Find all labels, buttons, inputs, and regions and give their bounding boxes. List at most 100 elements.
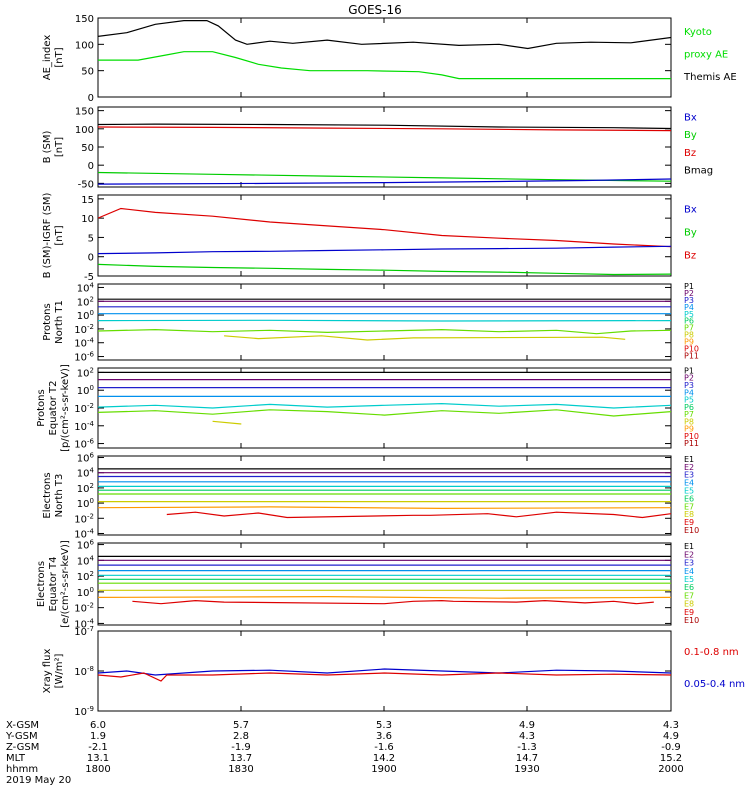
x-axis-value: 15.2 bbox=[660, 753, 682, 764]
y-axis-label: Electrons bbox=[42, 472, 53, 518]
y-tick-exponent: -2 bbox=[87, 402, 94, 410]
y-tick-exponent: -2 bbox=[87, 323, 94, 331]
x-axis-value: -1.9 bbox=[231, 742, 251, 753]
y-tick-exponent: 4 bbox=[90, 554, 95, 562]
y-tick-exponent: -2 bbox=[87, 512, 94, 520]
series-line bbox=[166, 511, 671, 519]
y-tick-label: 10-2 bbox=[74, 512, 94, 525]
y-tick-exponent: -4 bbox=[87, 337, 95, 345]
x-axis-value: 13.7 bbox=[230, 753, 252, 764]
y-tick-exponent: 6 bbox=[90, 452, 95, 460]
series-line bbox=[98, 20, 671, 50]
y-tick-exponent: 0 bbox=[90, 586, 94, 594]
y-tick-label: 50 bbox=[81, 67, 94, 78]
y-axis-label: B (SM)-IGRF (SM) bbox=[42, 193, 53, 279]
legend-entry: E3 bbox=[684, 559, 694, 568]
y-tick-label: 150 bbox=[75, 107, 94, 118]
series-line bbox=[132, 599, 654, 605]
legend-entry: E10 bbox=[684, 616, 699, 625]
series-line bbox=[212, 420, 242, 425]
x-axis-value: 1830 bbox=[228, 764, 253, 775]
x-axis-row-label: Z-GSM bbox=[6, 742, 39, 753]
legend-entry: 0.1-0.8 nm bbox=[684, 647, 739, 658]
y-tick-label: 10-6 bbox=[74, 438, 94, 451]
date-label: 2019 May 20 bbox=[6, 775, 71, 786]
x-axis-row-label: Y-GSM bbox=[5, 731, 38, 742]
series-line bbox=[98, 171, 671, 182]
y-tick-label: 10-2 bbox=[74, 323, 94, 336]
legend-entry: By bbox=[684, 130, 697, 141]
y-tick-exponent: 2 bbox=[90, 570, 94, 578]
y-tick-label: 10-6 bbox=[74, 351, 94, 364]
x-axis-row-label: MLT bbox=[6, 753, 26, 764]
y-tick-exponent: -4 bbox=[87, 527, 95, 535]
legend-entry: Bz bbox=[684, 148, 696, 159]
series-line bbox=[98, 263, 671, 276]
x-axis-value: 2000 bbox=[658, 764, 683, 775]
legend-entry: P3 bbox=[684, 296, 694, 305]
y-axis-label: Equator T2 bbox=[48, 381, 59, 436]
y-tick-label: 15 bbox=[81, 195, 94, 206]
x-axis-value: 4.3 bbox=[519, 731, 535, 742]
y-axis-label: Protons bbox=[42, 303, 53, 340]
y-tick-label: 10-9 bbox=[74, 705, 94, 718]
y-tick-exponent: 2 bbox=[90, 295, 94, 303]
x-axis-value: 1930 bbox=[514, 764, 539, 775]
y-tick-exponent: 4 bbox=[90, 281, 95, 289]
series-line bbox=[98, 319, 671, 322]
y-tick-label: 0 bbox=[88, 161, 94, 172]
legend-entry: E4 bbox=[684, 567, 694, 576]
legend-entry: E7 bbox=[684, 591, 694, 600]
panel-frame bbox=[97, 283, 672, 361]
x-axis-value: 2.8 bbox=[233, 731, 249, 742]
y-tick-label: 10-2 bbox=[74, 602, 94, 615]
y-tick-label: 10 bbox=[81, 214, 94, 225]
x-axis-value: 5.3 bbox=[376, 720, 392, 731]
x-axis-row-label: X-GSM bbox=[6, 720, 39, 731]
legend-entry: By bbox=[684, 228, 697, 239]
legend-entry: Kyoto bbox=[684, 27, 712, 38]
legend-entry: E6 bbox=[684, 494, 694, 503]
x-axis-value: 4.9 bbox=[519, 720, 535, 731]
legend-entry: Bmag bbox=[684, 166, 713, 177]
legend-entry: E4 bbox=[684, 479, 694, 488]
y-tick-label: 5 bbox=[88, 233, 94, 244]
series-line bbox=[98, 672, 671, 682]
legend-entry: P11 bbox=[684, 351, 699, 360]
y-tick-label: 102 bbox=[77, 366, 94, 379]
y-axis-label: [nT] bbox=[54, 137, 65, 157]
y-tick-exponent: 0 bbox=[90, 384, 94, 392]
series-line bbox=[98, 207, 671, 248]
legend-entry: P10 bbox=[684, 432, 699, 441]
legend-entry: E8 bbox=[684, 510, 694, 519]
legend-entry: P4 bbox=[684, 303, 694, 312]
series-line bbox=[98, 126, 671, 132]
y-tick-exponent: -4 bbox=[87, 617, 95, 625]
legend-entry: P7 bbox=[684, 324, 694, 333]
x-axis-value: 5.7 bbox=[233, 720, 249, 731]
legend-entry: E6 bbox=[684, 583, 694, 592]
panel-ae: 0 50 100 150 AE_index [nT] Kyoto proxy AE Themis… bbox=[42, 14, 737, 104]
series-line bbox=[98, 328, 671, 335]
series-line bbox=[98, 595, 671, 599]
legend-entry: Themis AE bbox=[683, 72, 737, 83]
y-tick-label: 10-4 bbox=[74, 420, 94, 433]
y-tick-label: 106 bbox=[77, 452, 95, 465]
legend-entry: E2 bbox=[684, 463, 694, 472]
y-axis-label: Electrons bbox=[36, 561, 47, 607]
x-axis-value: 13.1 bbox=[87, 753, 109, 764]
x-axis-value: 14.7 bbox=[516, 753, 538, 764]
y-axis-label: [e/(cm²-s-sr-keV)] bbox=[60, 540, 71, 628]
x-axis-value: 1.9 bbox=[90, 731, 106, 742]
series-line bbox=[98, 506, 671, 510]
x-axis-value: 14.2 bbox=[373, 753, 395, 764]
y-axis-label: [W/m²] bbox=[54, 653, 65, 688]
legend-entry: proxy AE bbox=[684, 50, 728, 61]
x-axis-value: 3.6 bbox=[376, 731, 392, 742]
series-line bbox=[98, 409, 671, 417]
legend-entry: P3 bbox=[684, 381, 694, 390]
y-axis-label: Equator T4 bbox=[48, 557, 59, 612]
x-axis-value: -1.6 bbox=[374, 742, 394, 753]
y-tick-exponent: -4 bbox=[87, 420, 95, 428]
